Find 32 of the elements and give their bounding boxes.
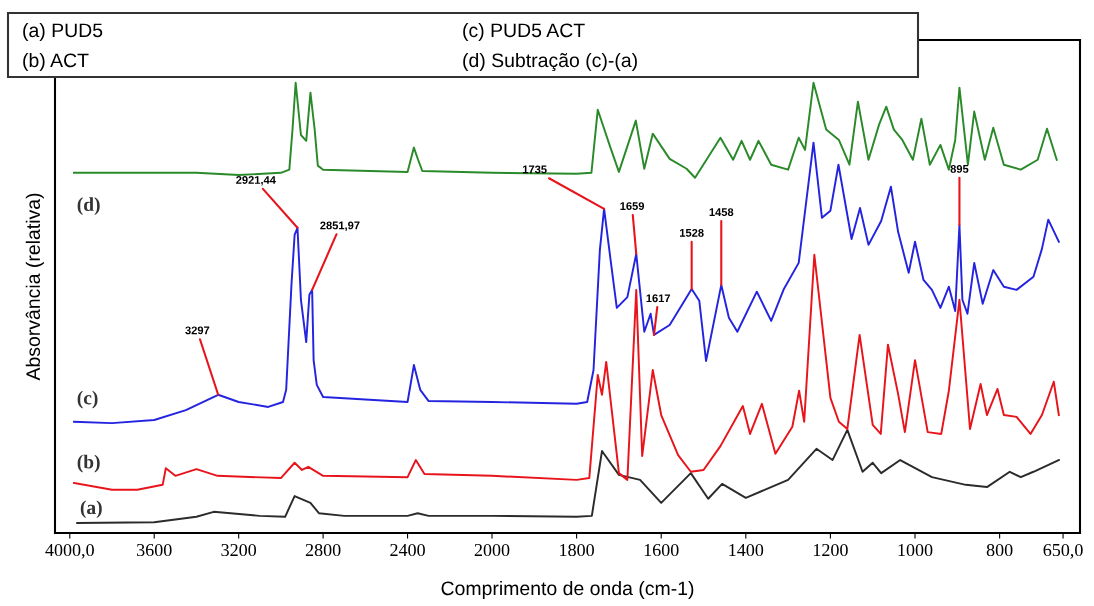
annotation: 1528 [680, 228, 704, 237]
x-tick-label: 800 [986, 543, 1013, 557]
series-label: (c) [77, 390, 98, 409]
text: (c) PUD5 ACT [463, 22, 585, 42]
annotation: 1617 [646, 294, 671, 303]
x-axis-title: Comprimento de onda (cm-1) [441, 580, 694, 600]
x-tick-label: 650,0 [1043, 543, 1083, 559]
series-label: (d) [77, 197, 100, 215]
x-tick-label: 2800 [305, 543, 341, 557]
x-tick-label: 3200 [221, 543, 257, 557]
y-axis-title: Absorvância (relativa) [25, 193, 44, 381]
annotation: 2851,97 [320, 221, 360, 231]
x-tick-label: 2000 [474, 543, 510, 557]
x-tick-label: 3600 [137, 543, 172, 557]
x-tick-label: 4000,0 [45, 543, 94, 559]
x-tick-label: 1600 [644, 543, 679, 557]
text: (a) PUD5 [23, 22, 103, 42]
annotation: 895 [950, 164, 969, 173]
annotation: 1659 [620, 202, 645, 210]
annotation: 1735 [523, 165, 547, 174]
annotation: 2921,44 [236, 176, 276, 186]
x-tick-label: 1200 [813, 543, 848, 557]
series-label: (b) [77, 454, 100, 473]
x-tick-label: 1400 [729, 543, 764, 557]
annotation: 3297 [185, 326, 210, 335]
text: (b) ACT [23, 52, 89, 72]
x-tick-label: 1000 [898, 543, 933, 557]
series-label: (a) [80, 500, 102, 519]
annotation: 1458 [709, 208, 734, 217]
x-tick-label: 1800 [560, 543, 594, 557]
x-tick-label: 2400 [390, 543, 425, 557]
text: (d) Subtração (c)-(a) [463, 52, 637, 72]
